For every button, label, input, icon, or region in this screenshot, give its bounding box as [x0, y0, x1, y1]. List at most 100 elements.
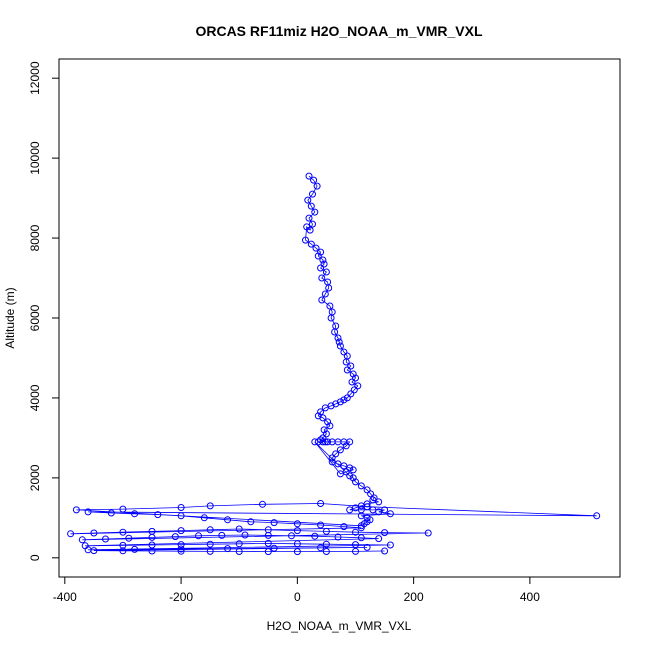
data-point	[200, 514, 208, 522]
data-point	[131, 510, 139, 518]
data-point	[312, 244, 320, 252]
data-point	[321, 438, 329, 446]
data-point	[593, 512, 601, 520]
data-point	[332, 400, 340, 408]
data-point	[346, 464, 354, 472]
data-point	[336, 470, 344, 478]
data-point	[310, 176, 318, 184]
x-tick-label: -400	[53, 590, 77, 604]
data-point	[322, 540, 330, 548]
data-point	[177, 547, 185, 555]
data-point	[119, 547, 127, 555]
data-point	[307, 240, 315, 248]
data-point	[270, 544, 278, 552]
series-line	[70, 175, 597, 552]
data-point	[322, 430, 330, 438]
data-point	[350, 386, 358, 394]
data-point	[375, 535, 383, 543]
x-axis-label: H2O_NOAA_m_VMR_VXL	[267, 619, 412, 633]
data-point	[342, 358, 350, 366]
data-point	[206, 540, 214, 548]
data-point	[326, 422, 334, 430]
data-point	[206, 502, 214, 510]
data-point	[352, 528, 359, 536]
data-point	[131, 545, 139, 553]
data-point	[325, 284, 333, 292]
x-axis: -400 -200 0 200 400	[53, 576, 540, 604]
data-point	[424, 529, 432, 537]
data-point	[304, 196, 312, 204]
data-point	[357, 524, 365, 532]
data-point	[311, 208, 319, 216]
data-point	[119, 541, 127, 549]
data-point	[334, 460, 342, 468]
data-point	[247, 518, 255, 526]
data-point	[206, 547, 214, 555]
data-point	[332, 450, 340, 458]
data-point	[311, 438, 319, 446]
data-point	[235, 548, 243, 555]
data-point	[259, 500, 266, 508]
plot-area	[58, 58, 621, 578]
data-point	[195, 532, 202, 540]
data-point	[288, 532, 295, 540]
data-point	[235, 540, 243, 548]
data-point	[206, 526, 214, 534]
data-point	[348, 378, 356, 386]
data-point	[317, 264, 325, 272]
data-point	[346, 438, 354, 446]
data-point	[352, 547, 359, 555]
data-point	[375, 508, 383, 516]
data-point	[346, 472, 354, 480]
data-point	[322, 548, 330, 555]
data-point	[78, 536, 86, 544]
data-point	[349, 466, 357, 474]
data-point	[318, 296, 326, 304]
data-point	[340, 396, 348, 404]
data-point	[381, 529, 389, 537]
x-tick-label: 0	[294, 590, 301, 604]
data-point	[354, 382, 362, 390]
data-point	[334, 334, 342, 342]
data-point	[336, 446, 344, 454]
data-point	[386, 541, 394, 549]
data-point	[102, 535, 109, 543]
data-point	[346, 506, 354, 514]
data-point	[264, 539, 272, 547]
data-point	[119, 505, 127, 513]
data-point	[347, 390, 355, 398]
x-tick-label: 400	[520, 590, 540, 604]
data-point	[148, 533, 156, 541]
data-point	[324, 418, 332, 426]
data-point	[317, 248, 325, 256]
data-point	[224, 516, 232, 524]
data-point	[171, 533, 179, 541]
data-point	[318, 274, 326, 282]
data-point	[319, 438, 327, 446]
data-point	[154, 511, 162, 519]
data-point	[264, 531, 272, 539]
data-point	[314, 438, 322, 446]
y-tick-label: 10000	[28, 141, 42, 175]
data-point	[125, 534, 133, 542]
data-point	[313, 182, 321, 190]
data-point	[357, 534, 365, 542]
data-point	[148, 547, 156, 555]
data-point	[321, 404, 329, 412]
data-point	[317, 544, 325, 552]
data-point	[177, 527, 185, 535]
y-axis: 0 2000 4000 6000 8000 10000 12000	[28, 61, 60, 561]
data-point	[317, 408, 325, 416]
data-point	[336, 398, 344, 406]
data-point	[235, 525, 243, 533]
data-point	[177, 545, 185, 553]
data-point	[293, 520, 301, 528]
data-point	[352, 541, 359, 549]
y-tick-label: 12000	[28, 61, 42, 95]
data-point	[386, 510, 394, 518]
data-point	[334, 533, 342, 541]
data-point	[177, 504, 185, 511]
data-point	[309, 220, 316, 228]
data-point	[343, 366, 351, 374]
